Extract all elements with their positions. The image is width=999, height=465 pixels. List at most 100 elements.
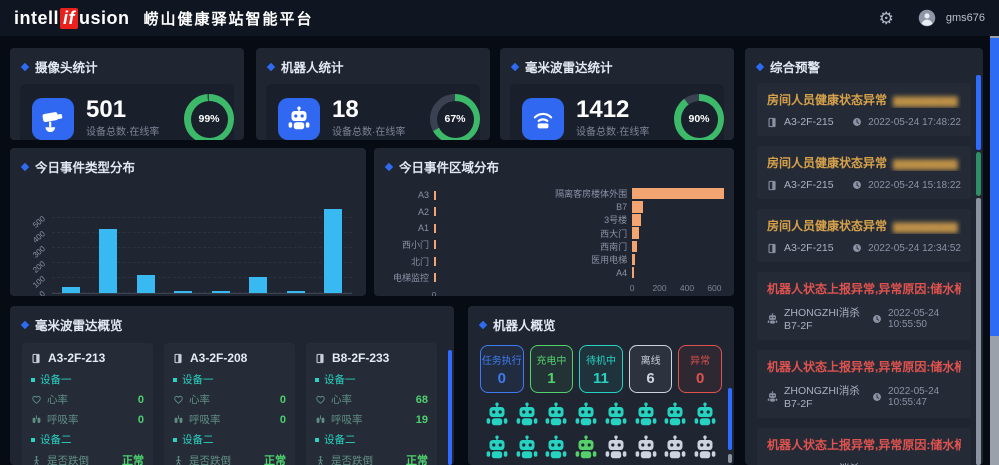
robot-status-badges: 任务执行 0 充电中 1 待机中 11 离线 6 异常 0	[468, 337, 734, 395]
radar-panel-scrollbar-thumb[interactable]	[448, 350, 452, 465]
area-x-axis: 0 200 400 600	[630, 281, 724, 295]
robot-unit-icon-standby	[634, 402, 658, 428]
bullet-icon	[31, 437, 35, 442]
alert-title-text: 房间人员健康状态异常	[767, 93, 888, 107]
fall-status-row: 是否跌倒 正常	[31, 452, 144, 465]
robot-unit-icon-charging	[574, 435, 598, 461]
heart-rate-value: 68	[415, 393, 428, 406]
alert-title: 房间人员健康状态异常 ▆▆▆▆▆▆▆	[767, 217, 961, 234]
area-row: 医用电梯	[548, 253, 724, 266]
robot-status-badge-offline[interactable]: 离线 6	[628, 345, 673, 393]
lungs-icon	[31, 414, 42, 425]
radar-room-card[interactable]: A3-2F-213 设备一 心率 0 呼吸率 0 设备二 是否跌倒 正常	[22, 343, 153, 465]
gridline	[52, 262, 352, 263]
alerts-scrollbar-track[interactable]	[976, 198, 981, 465]
panel-title-text: 机器人统计	[281, 61, 344, 75]
window-scrollbar-thumb[interactable]	[990, 38, 999, 336]
event-area-bar	[632, 266, 634, 279]
alert-meta: A3-2F-215 2022-05-24 12:34:52	[767, 242, 961, 254]
panel-title-text: 毫米波雷达概览	[35, 319, 123, 333]
panel-header: 综合预警	[745, 48, 983, 79]
robot-total: 18	[332, 96, 359, 124]
panel-header: 摄像头统计	[10, 48, 244, 79]
device-label-text: 设备一	[324, 374, 356, 386]
alert-item[interactable]: 房间人员健康状态异常 ▆▆▆▆▆▆▆ A3-2F-215 2022-05-24 17:…	[757, 83, 971, 136]
area-row: A4	[548, 266, 724, 279]
robot-status-badge-charging[interactable]: 充电中 1	[529, 345, 574, 393]
event-area-bar	[632, 253, 636, 266]
robot-grid	[468, 395, 734, 465]
event-area-bar	[434, 273, 436, 283]
robot-icon	[278, 98, 320, 140]
alert-title-text: 机器人状态上报异常,异常原因:储水桶缺水	[767, 282, 961, 296]
diamond-icon	[20, 62, 30, 71]
diamond-icon	[384, 162, 394, 171]
respiration-rate-row: 呼吸率 0	[31, 412, 144, 427]
device-label-text: 设备二	[182, 434, 214, 446]
radar-stats-body: 1412 设备总数·在线率 90%	[510, 84, 724, 140]
robot-status-badge-task[interactable]: 任务执行 0	[480, 345, 524, 393]
diamond-icon	[266, 62, 276, 71]
intellifusion-logo: intell if usion	[14, 7, 130, 29]
alert-time: 2022-05-24 10:55:47	[888, 385, 940, 408]
heart-icon	[315, 394, 326, 405]
ring-percent: 99%	[190, 100, 228, 138]
room-name-row: A3-2F-208	[173, 351, 286, 365]
alerts-panel: 综合预警 房间人员健康状态异常 ▆▆▆▆▆▆▆ A3-2F-215 2022-05-2…	[745, 48, 983, 465]
camera-icon	[32, 98, 74, 140]
area-bar-zone	[632, 240, 724, 253]
stat-caption: 设备总数·在线率	[576, 127, 650, 139]
area-bar-zone	[434, 256, 548, 266]
metric-label: 心率	[189, 394, 210, 406]
alert-item[interactable]: 机器人状态上报异常,异常原因:储水桶缺水 ZHONGZHI消杀B7-2F 2022-…	[757, 350, 971, 418]
panel-title-text: 今日事件类型分布	[35, 161, 136, 175]
metric-label: 呼吸率	[189, 414, 221, 426]
camera-stats-body: 501 设备总数·在线率 99%	[20, 84, 234, 140]
area-row: 3号楼	[548, 213, 724, 226]
event-type-bar	[286, 291, 305, 293]
radar-room-card[interactable]: B8-2F-233 设备一 心率 68 呼吸率 19 设备二 是否跌倒 正常	[306, 343, 437, 465]
robot-panel-scrollbar-thumb[interactable]	[728, 388, 732, 450]
window-scrollbar-track[interactable]	[990, 36, 999, 465]
event-area-panel: 今日事件区域分布 A3 A2 A1 西小门 北门 电梯监控 0 隔离客房楼体外围 B7 3号楼西…	[374, 148, 734, 296]
area-category-label: 北门	[410, 256, 429, 267]
event-area-bar	[434, 240, 436, 250]
area-bar-zone	[434, 240, 548, 250]
event-area-bar	[632, 201, 643, 213]
alert-time: 2022-05-24 12:34:52	[868, 242, 961, 254]
door-icon	[767, 117, 778, 128]
robot-status-badge-error[interactable]: 异常 0	[678, 345, 722, 393]
radar-room-card[interactable]: A3-2F-208 设备一 心率 0 呼吸率 0 设备二 是否跌倒 正常	[164, 343, 295, 465]
robot-panel-scrollbar-track[interactable]	[728, 454, 732, 463]
alert-item[interactable]: 房间人员健康状态异常 ▆▆▆▆▆▆▆ A3-2F-215 2022-05-24 12:…	[757, 209, 971, 262]
radar-total: 1412	[576, 96, 630, 124]
alerts-scrollbar-thumb[interactable]	[976, 75, 981, 150]
area-bar-zone	[632, 227, 724, 239]
camera-online-ring: 99%	[184, 94, 234, 140]
person-icon	[31, 455, 42, 465]
diamond-icon	[20, 162, 30, 171]
alert-item[interactable]: 房间人员健康状态异常 ▆▆▆▆▆▆▆ A3-2F-215 2022-05-24 15:…	[757, 146, 971, 199]
alert-meta: ZHONGZHI消杀B7-2F 2022-05-24 10:55:50	[767, 305, 961, 332]
alert-item[interactable]: 机器人状态上报异常,异常原因:储水桶缺水 ZHONGZHI消杀B7-2F 2022-…	[757, 272, 971, 340]
robot-unit-icon-standby	[544, 435, 568, 461]
robot-unit-icon-standby	[485, 402, 509, 428]
robot-status-badge-standby[interactable]: 待机中 11	[579, 345, 623, 393]
user-avatar-icon[interactable]	[918, 9, 936, 27]
ring-percent: 90%	[680, 100, 718, 138]
alert-meta: ZHONGZHI消杀B7-2F 2022-05-24 10:55:44	[767, 461, 961, 465]
door-icon	[173, 353, 184, 364]
alerts-scrollbar-secondary-thumb[interactable]	[976, 152, 981, 196]
device-label-text: 设备一	[182, 374, 214, 386]
ring-percent: 67%	[436, 100, 474, 138]
username[interactable]: gms676	[945, 12, 985, 24]
event-type-bar	[211, 291, 230, 293]
robot-unit-icon-standby	[604, 402, 628, 428]
settings-gear-icon[interactable]: ⚙	[878, 8, 894, 28]
alert-title-text: 房间人员健康状态异常	[767, 156, 888, 170]
area-row: 西南门	[548, 240, 724, 253]
panel-header: 今日事件类型分布	[10, 148, 366, 179]
alert-item[interactable]: 机器人状态上报异常,异常原因:储水桶缺水 ZHONGZHI消杀B7-2F 2022-…	[757, 428, 971, 465]
heart-rate-row: 心率 0	[173, 392, 286, 407]
